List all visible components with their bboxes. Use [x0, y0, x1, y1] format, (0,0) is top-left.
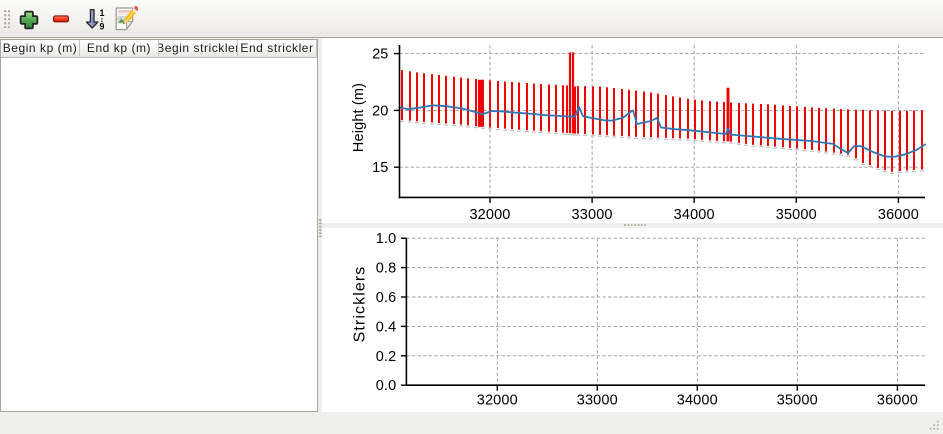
svg-text:0.8: 0.8: [376, 261, 397, 277]
svg-text:1.0: 1.0: [376, 231, 397, 247]
svg-text:0.0: 0.0: [376, 378, 397, 394]
svg-text:34000: 34000: [677, 393, 718, 409]
svg-text:0.2: 0.2: [376, 349, 397, 365]
svg-text:32000: 32000: [469, 207, 510, 223]
svg-text:Stricklers: Stricklers: [351, 266, 368, 343]
svg-text:0.4: 0.4: [376, 319, 397, 335]
svg-text:9: 9: [99, 22, 104, 32]
svg-text:25: 25: [372, 47, 388, 63]
svg-text:33000: 33000: [577, 393, 618, 409]
svg-text:1: 1: [99, 8, 104, 18]
svg-text:0.6: 0.6: [376, 290, 397, 306]
svg-text:36000: 36000: [878, 207, 919, 223]
svg-text:20: 20: [372, 103, 388, 119]
svg-text:33000: 33000: [572, 207, 613, 223]
svg-text:Height (m): Height (m): [351, 83, 367, 152]
svg-text:36000: 36000: [877, 393, 918, 409]
svg-text:15: 15: [372, 160, 388, 176]
svg-text:35000: 35000: [777, 393, 818, 409]
svg-text:35000: 35000: [776, 207, 817, 223]
svg-text:32000: 32000: [477, 393, 518, 409]
svg-text:34000: 34000: [674, 207, 715, 223]
